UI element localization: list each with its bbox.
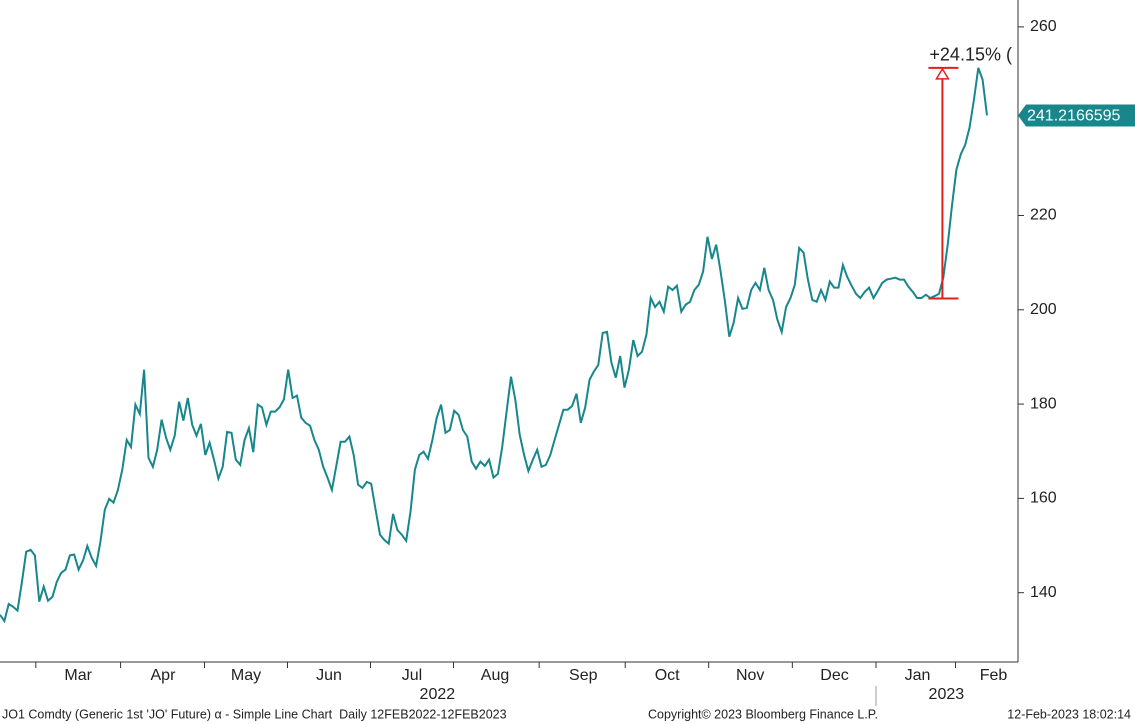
y-tick-label: 180: [1030, 395, 1057, 412]
y-tick-label: 160: [1030, 490, 1057, 507]
x-tick-label: May: [231, 667, 261, 684]
footer-left: JO1 Comdty (Generic 1st 'JO' Future) α -…: [2, 707, 507, 721]
last-value-label: 241.2166595: [1027, 108, 1121, 125]
footer-center: Copyright© 2023 Bloomberg Finance L.P.: [648, 707, 878, 721]
year-label: 2023: [929, 686, 965, 703]
annotation-label: +24.15% (: [929, 45, 1012, 65]
y-tick-label: 260: [1030, 18, 1057, 35]
x-tick-label: Jun: [316, 667, 342, 684]
price-line: [0, 67, 988, 624]
year-label: 2022: [420, 686, 456, 703]
x-tick-label: Dec: [820, 667, 848, 684]
x-tick-label: Mar: [64, 667, 92, 684]
footer-right: 12-Feb-2023 18:02:14: [1007, 707, 1131, 721]
x-tick-label: Feb: [980, 667, 1008, 684]
y-tick-label: 220: [1030, 207, 1057, 224]
x-tick-label: Jan: [905, 667, 931, 684]
x-tick-label: Oct: [655, 667, 680, 684]
last-value-tag: [1018, 104, 1135, 127]
x-tick-label: Nov: [736, 667, 764, 684]
x-tick-label: Apr: [151, 667, 177, 684]
y-tick-label: 140: [1030, 584, 1057, 601]
annotation-arrowhead: [935, 67, 950, 80]
y-tick-label: 200: [1030, 301, 1057, 318]
x-tick-label: Jul: [402, 667, 422, 684]
x-tick-label: Aug: [481, 667, 509, 684]
x-tick-label: Sep: [569, 667, 598, 684]
